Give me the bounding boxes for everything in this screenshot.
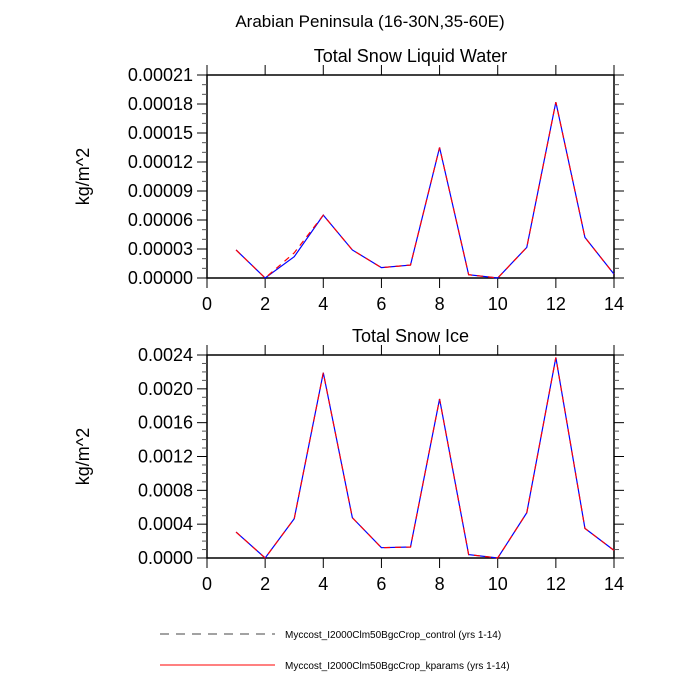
series-line-control — [235, 101, 615, 279]
legend: Myccost_I2000Clm50BgcCrop_control (yrs 1… — [160, 630, 510, 672]
y-tick-label: 0.00018 — [128, 94, 193, 114]
suptitle: Arabian Peninsula (16-30N,35-60E) — [235, 12, 504, 31]
x-tick-label: 8 — [435, 294, 445, 314]
x-tick-label: 2 — [260, 574, 270, 594]
y-tick-label: 0.00000 — [128, 268, 193, 288]
x-tick-label: 10 — [488, 294, 508, 314]
x-tick-label: 0 — [202, 574, 212, 594]
plot-frame — [206, 354, 615, 559]
legend-label-kparams: Myccost_I2000Clm50BgcCrop_kparams (yrs 1… — [285, 661, 510, 672]
y-axis-label: kg/m^2 — [73, 148, 93, 205]
y-tick-label: 0.0016 — [138, 413, 193, 433]
x-tick-label: 14 — [604, 574, 624, 594]
panel-title: Total Snow Ice — [352, 326, 469, 346]
y-axis-label: kg/m^2 — [73, 428, 93, 485]
y-tick-label: 0.00015 — [128, 123, 193, 143]
x-tick-label: 2 — [260, 294, 270, 314]
panel-1: Total Snow Liquid Water 0 2 4 6 8 10 12 14 0.0000… — [73, 46, 624, 314]
series-line-kparams — [235, 357, 615, 559]
series-line-kparams — [235, 101, 615, 279]
x-tick-label: 0 — [202, 294, 212, 314]
x-tick-label: 14 — [604, 294, 624, 314]
x-tick-label: 4 — [318, 574, 328, 594]
y-tick-label: 0.0004 — [138, 514, 193, 534]
series-line-control — [235, 357, 615, 559]
panel-title: Total Snow Liquid Water — [314, 46, 507, 66]
x-tick-label: 6 — [376, 574, 386, 594]
y-tick-label: 0.0012 — [138, 447, 193, 467]
legend-label-control: Myccost_I2000Clm50BgcCrop_control (yrs 1… — [285, 630, 501, 641]
x-tick-label: 8 — [435, 574, 445, 594]
y-tick-label: 0.0020 — [138, 379, 193, 399]
y-tick-label: 0.0008 — [138, 480, 193, 500]
y-tick-label: 0.0024 — [138, 345, 193, 365]
panel-2: Total Snow Ice 0 2 4 6 8 10 12 14 0.0000 0.0004 0.0… — [73, 326, 624, 594]
plot-frame — [206, 74, 615, 279]
x-tick-label: 12 — [546, 294, 566, 314]
y-tick-label: 0.00003 — [128, 239, 193, 259]
y-tick-label: 0.0000 — [138, 548, 193, 568]
x-tick-label: 12 — [546, 574, 566, 594]
y-tick-label: 0.00009 — [128, 181, 193, 201]
x-tick-label: 10 — [488, 574, 508, 594]
y-tick-label: 0.00006 — [128, 210, 193, 230]
y-tick-label: 0.00012 — [128, 152, 193, 172]
x-tick-label: 4 — [318, 294, 328, 314]
y-tick-label: 0.00021 — [128, 65, 193, 85]
x-tick-label: 6 — [376, 294, 386, 314]
